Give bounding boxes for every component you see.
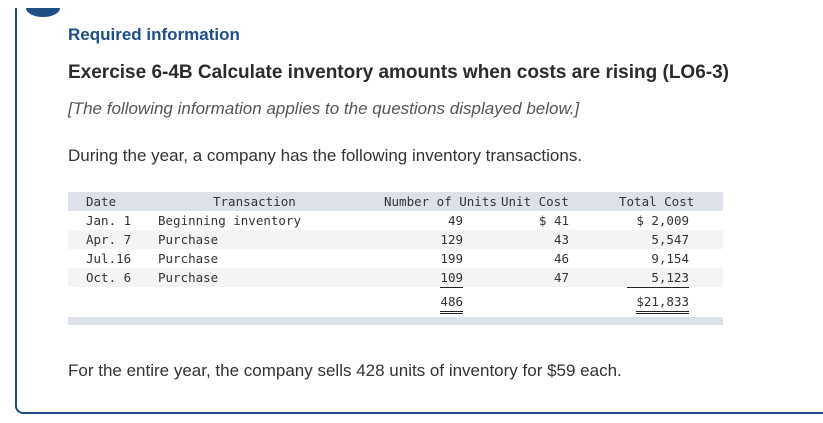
totals-row: 486 $21,833 — [68, 287, 723, 314]
table-row: Jan. 1 Beginning inventory 49 $ 41 $ 2,0… — [68, 211, 723, 230]
table-row: Jul.16 Purchase 199 46 9,154 — [68, 249, 723, 268]
unit-cost-cell: 46 — [553, 251, 569, 266]
grand-total-cost: $21,833 — [636, 293, 689, 314]
table-header-row: Date Transaction Number of Units Unit Co… — [68, 192, 723, 211]
units-cell: 199 — [440, 251, 463, 266]
inventory-transactions-table: Date Transaction Number of Units Unit Co… — [68, 192, 723, 325]
units-cell: 109 — [440, 268, 463, 288]
transaction-cell: Purchase — [158, 251, 219, 266]
date-cell: Jan. 1 — [86, 213, 132, 228]
date-cell: Apr. 7 — [86, 232, 132, 247]
col-header-date: Date — [86, 194, 117, 209]
total-cost-cell: 9,154 — [651, 251, 689, 266]
total-cost-cell: $ 2,009 — [636, 213, 689, 228]
unit-cost-cell: 43 — [553, 232, 569, 247]
col-header-unit-cost: Unit Cost — [501, 194, 569, 209]
transaction-cell: Purchase — [158, 232, 219, 247]
intro-text: During the year, a company has the follo… — [68, 146, 583, 165]
units-cell: 129 — [440, 232, 463, 247]
table-row: Oct. 6 Purchase 109 47 5,123 — [68, 268, 723, 288]
total-cost-cell: 5,547 — [651, 232, 689, 247]
applies-note: [The following information applies to th… — [68, 99, 580, 118]
col-header-transaction: Transaction — [213, 194, 296, 209]
closing-text: For the entire year, the company sells 4… — [68, 361, 622, 380]
units-cell: 49 — [447, 213, 463, 228]
col-header-units: Number of Units — [384, 194, 497, 209]
unit-cost-cell: $ 41 — [538, 213, 569, 228]
col-header-total-cost: Total Cost — [619, 194, 695, 209]
date-cell: Jul.16 — [86, 251, 132, 266]
exercise-title: Exercise 6-4B Calculate inventory amount… — [68, 62, 729, 83]
total-cost-cell: 5,123 — [627, 268, 689, 288]
question-card — [15, 8, 823, 414]
transaction-cell: Purchase — [158, 270, 219, 285]
unit-cost-cell: 47 — [553, 270, 569, 285]
required-information-label: Required information — [68, 25, 240, 44]
table-row: Apr. 7 Purchase 129 43 5,547 — [68, 230, 723, 249]
total-units: 486 — [440, 293, 463, 314]
transaction-cell: Beginning inventory — [158, 213, 301, 228]
date-cell: Oct. 6 — [86, 270, 132, 285]
table-footer-bar — [68, 317, 723, 325]
card-tab-notch — [26, 8, 60, 17]
